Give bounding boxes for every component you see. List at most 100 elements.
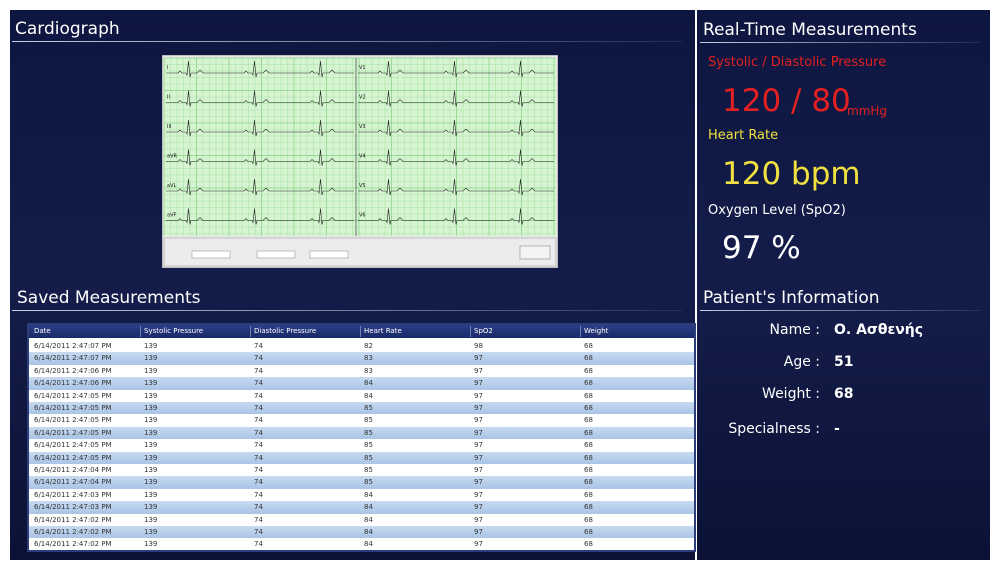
header-cell: SpO2 [474,327,493,335]
table-cell: 6/14/2011 2:47:04 PM [34,478,112,487]
table-cell: 85 [364,466,373,474]
info-label: Weight : [762,386,820,402]
table-cell: 85 [364,441,373,450]
lead-label: II [167,95,170,101]
table-row: 6/14/2011 2:47:05 PM 139 74 85 97 68 [29,414,694,427]
table-cell: 85 [364,404,373,412]
table-cell: 68 [584,416,593,425]
table-cell: 74 [254,478,263,487]
table-cell: 6/14/2011 2:47:02 PM [34,528,112,536]
table-cell: 97 [474,528,483,536]
table-cell: 74 [254,515,263,524]
info-label: Specialness : [728,421,820,437]
table-row: 6/14/2011 2:47:02 PM 139 74 84 97 68 [29,526,694,539]
ecg-trace [358,90,554,107]
table-cell: 97 [474,503,483,512]
table-cell: 97 [474,540,483,549]
ecg-trace [358,178,554,196]
lead-label: I [167,65,168,71]
divider [12,41,682,42]
oxygen-value: 97 % [722,230,801,266]
ecg-grid-bg [164,58,556,236]
table-cell: 6/14/2011 2:47:03 PM [34,503,112,512]
table-cell: 6/14/2011 2:47:05 PM [34,404,112,412]
table-cell: 74 [254,490,263,499]
table-row: 6/14/2011 2:47:05 PM 139 74 85 97 68 [29,426,694,440]
table-cell: 98 [474,342,483,350]
table-cell: 74 [254,391,263,400]
measurements-table: Date Systolic Pressure Diastolic Pressure H… [27,323,696,552]
header-cell: Heart Rate [364,327,402,335]
lead-label: V1 [359,65,366,71]
table-cell: 74 [254,540,263,549]
table-cell: 68 [584,540,593,549]
right-panel [697,10,990,560]
section-title: Cardiograph [15,19,120,39]
header-cell: Weight [584,327,609,335]
table-cell: 139 [144,540,158,549]
table-cell: 68 [584,453,593,462]
table-cell: 139 [144,478,158,487]
pressure-value: 120 / 80 [722,83,851,119]
table-cell: 139 [144,515,158,524]
table-cell: 97 [474,354,483,363]
oxygen-label: Oxygen Level (SpO2) [708,203,846,218]
header-cell: Date [34,327,51,335]
table-cell: 74 [254,416,263,425]
column-sep [360,326,361,337]
table-cell: 139 [144,342,158,350]
table-cell: 74 [254,503,263,512]
table-cell: 139 [144,354,158,363]
table-cell: 6/14/2011 2:47:05 PM [34,391,112,400]
ecg-trace [166,90,354,107]
table-row: 6/14/2011 2:47:04 PM 139 74 85 97 68 [29,476,694,489]
ecg-trace [166,149,354,166]
divider [700,42,980,43]
dropdown [256,250,296,259]
table-cell: 68 [584,528,593,536]
table-cell: 68 [584,342,593,350]
table-cell: 68 [584,428,593,437]
table-cell: 68 [584,441,593,450]
table-cell: 139 [144,490,158,499]
ecg-trace [358,149,554,166]
table-cell: 84 [364,540,373,549]
ecg-trace [358,119,554,137]
table-row: 6/14/2011 2:47:04 PM 139 74 85 97 68 [29,464,694,477]
table-cell: 139 [144,391,158,400]
table-cell: 68 [584,366,593,375]
table-cell: 6/14/2011 2:47:06 PM [34,379,112,388]
table-cell: 97 [474,441,483,450]
info-value: 68 [834,386,854,402]
lead-label: V5 [359,183,366,189]
pressure-label: Systolic / Diastolic Pressure [708,55,887,70]
info-value: Ο. Ασθενής [834,322,924,338]
table-cell: 68 [584,404,593,412]
table-cell: 68 [584,478,593,487]
column-sep [140,326,141,337]
table-cell: 68 [584,354,593,363]
table-cell: 6/14/2011 2:47:07 PM [34,342,112,350]
table-cell: 97 [474,453,483,462]
divider [700,310,980,311]
column-sep [250,326,251,337]
ecg-trace [166,60,354,78]
ecg-trace [358,208,554,225]
table-cell: 68 [584,391,593,400]
table-cell: 82 [364,342,373,350]
ecg-trace [166,208,354,225]
table-cell: 74 [254,366,263,375]
table-row: 6/14/2011 2:47:02 PM 139 74 84 97 68 [29,538,694,550]
table-cell: 74 [254,528,263,536]
lead-label: aVR [167,154,177,160]
lead-label: V4 [359,154,366,160]
table-cell: 68 [584,466,593,474]
table-cell: 84 [364,503,373,512]
table-header: Date Systolic Pressure Diastolic Pressure H… [29,325,694,338]
table-cell: 84 [364,391,373,400]
table-cell: 6/14/2011 2:47:05 PM [34,416,112,425]
section-title: Real-Time Measurements [703,20,917,40]
table-cell: 6/14/2011 2:47:07 PM [34,354,112,363]
table-cell: 97 [474,478,483,487]
table-row: 6/14/2011 2:47:05 PM 139 74 85 97 68 [29,451,694,464]
